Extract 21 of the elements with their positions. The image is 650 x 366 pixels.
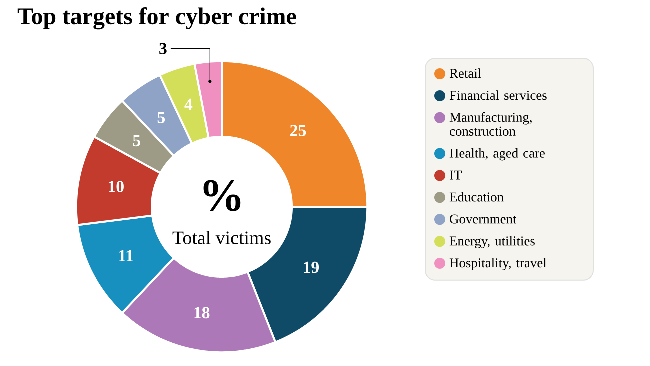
legend-label: Manufacturing, construction xyxy=(450,112,532,136)
data-label: 18 xyxy=(194,307,210,319)
legend-label: Education xyxy=(450,192,504,202)
chart-title: Top targets for cyber crime xyxy=(18,8,296,30)
data-label: 25 xyxy=(290,125,306,136)
data-label: 3 xyxy=(160,43,167,54)
legend-label: Retail xyxy=(450,68,482,78)
text: % xyxy=(204,180,241,212)
data-label: 5 xyxy=(158,112,166,124)
data-label: 4 xyxy=(184,98,193,110)
legend-label: IT xyxy=(450,170,462,180)
text: Total victims xyxy=(172,231,271,244)
data-label: 19 xyxy=(304,262,320,274)
legend-label: Energy, utilities xyxy=(450,236,535,248)
legend-label: Hospitality, travel xyxy=(450,258,547,270)
data-label: 11 xyxy=(119,250,134,262)
data-label: 10 xyxy=(109,181,124,193)
legend-label: Government xyxy=(450,214,517,224)
legend-label: Financial services xyxy=(450,90,547,100)
data-label: 5 xyxy=(133,135,140,147)
legend-label: Health, aged care xyxy=(450,148,545,161)
